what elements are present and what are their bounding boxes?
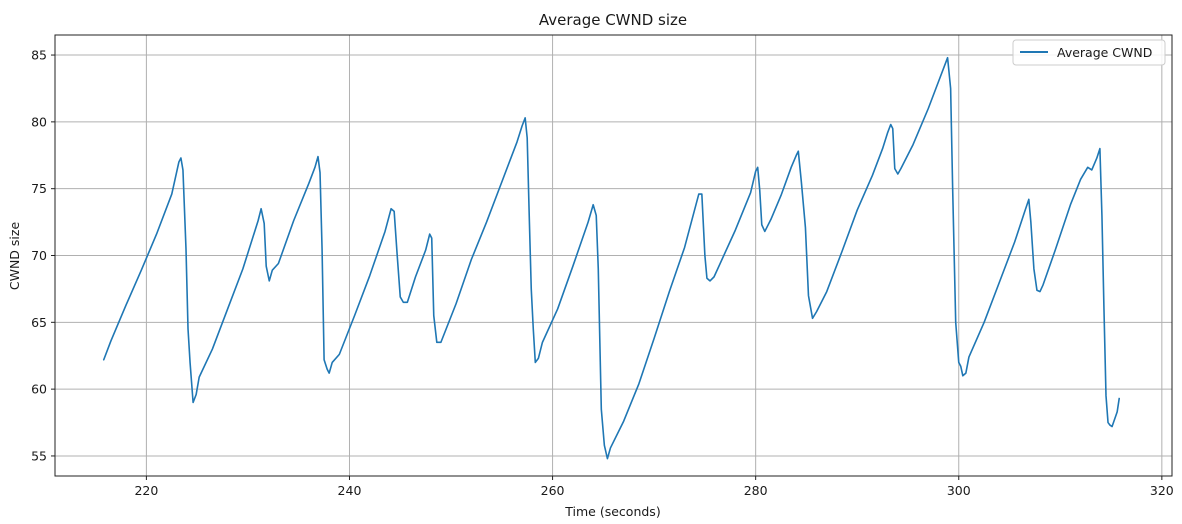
- x-tick-label: 280: [744, 483, 768, 498]
- y-tick-label: 70: [31, 248, 47, 263]
- legend-label: Average CWND: [1057, 45, 1152, 60]
- x-axis-label: Time (seconds): [564, 504, 660, 519]
- x-axis-ticks: 220 240 260 280 300 320: [134, 476, 1174, 498]
- y-axis-label: CWND size: [7, 222, 22, 291]
- legend: Average CWND: [1012, 39, 1166, 66]
- x-tick-label: 300: [947, 483, 971, 498]
- y-tick-label: 80: [31, 114, 47, 129]
- y-tick-label: 60: [31, 382, 47, 397]
- plot-area: [102, 56, 1120, 460]
- y-tick-label: 55: [31, 448, 47, 463]
- grid-lines: [55, 35, 1172, 476]
- x-tick-label: 320: [1150, 483, 1174, 498]
- x-tick-label: 260: [541, 483, 565, 498]
- y-tick-label: 75: [31, 181, 47, 196]
- y-tick-label: 85: [31, 48, 47, 63]
- x-tick-label: 220: [134, 483, 158, 498]
- y-axis-ticks: 55 60 65 70 75 80 85: [31, 48, 55, 463]
- legend-box: [1012, 39, 1166, 66]
- chart-title: Average CWND size: [539, 11, 687, 29]
- y-tick-label: 65: [31, 315, 47, 330]
- x-tick-label: 240: [338, 483, 362, 498]
- series-line-average-cwnd: [102, 56, 1120, 460]
